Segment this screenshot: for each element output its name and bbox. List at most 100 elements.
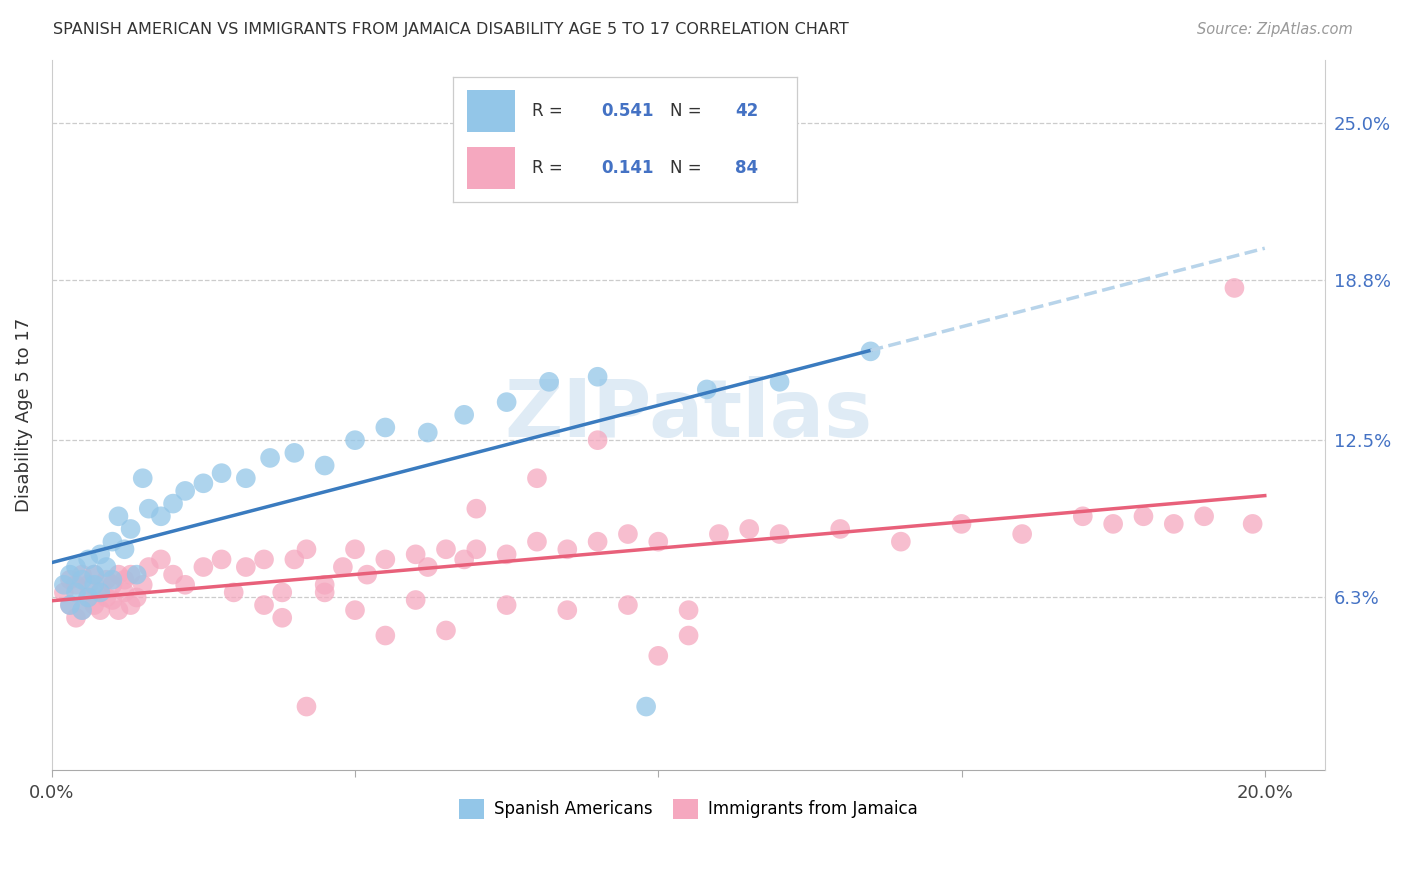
Point	[1132, 509, 1154, 524]
Point	[65, 585, 87, 599]
Point	[405, 547, 427, 561]
Point	[132, 578, 155, 592]
Point	[678, 603, 700, 617]
Point	[495, 547, 517, 561]
Point	[465, 501, 488, 516]
Point	[768, 375, 790, 389]
Point	[465, 542, 488, 557]
Point	[211, 552, 233, 566]
Point	[555, 603, 578, 617]
Point	[59, 573, 82, 587]
Point	[356, 567, 378, 582]
Point	[101, 578, 124, 592]
Point	[647, 534, 669, 549]
Point	[120, 567, 142, 582]
Point	[738, 522, 761, 536]
Point	[96, 573, 118, 587]
Point	[77, 591, 100, 605]
Point	[89, 547, 111, 561]
Point	[107, 509, 129, 524]
Point	[495, 598, 517, 612]
Point	[434, 624, 457, 638]
Point	[636, 699, 658, 714]
Point	[617, 527, 640, 541]
Point	[107, 603, 129, 617]
Point	[586, 534, 609, 549]
Point	[259, 450, 281, 465]
Point	[271, 585, 294, 599]
Point	[114, 542, 136, 557]
Point	[707, 527, 730, 541]
Y-axis label: Disability Age 5 to 17: Disability Age 5 to 17	[15, 318, 32, 512]
Point	[125, 567, 148, 582]
Point	[107, 567, 129, 582]
Point	[70, 603, 93, 617]
Point	[83, 578, 105, 592]
Point	[70, 567, 93, 582]
Point	[235, 560, 257, 574]
Point	[1163, 516, 1185, 531]
Text: ZIPatlas: ZIPatlas	[505, 376, 873, 454]
Point	[314, 578, 336, 592]
Point	[59, 567, 82, 582]
Point	[295, 699, 318, 714]
Point	[114, 573, 136, 587]
Point	[174, 483, 197, 498]
Point	[768, 527, 790, 541]
Point	[101, 593, 124, 607]
Point	[162, 567, 184, 582]
Point	[83, 598, 105, 612]
Point	[1192, 509, 1215, 524]
Point	[617, 598, 640, 612]
Point	[253, 552, 276, 566]
Text: Source: ZipAtlas.com: Source: ZipAtlas.com	[1197, 22, 1353, 37]
Point	[495, 395, 517, 409]
Point	[696, 383, 718, 397]
Point	[138, 501, 160, 516]
Point	[538, 375, 561, 389]
Point	[332, 560, 354, 574]
Point	[555, 542, 578, 557]
Point	[193, 476, 215, 491]
Text: SPANISH AMERICAN VS IMMIGRANTS FROM JAMAICA DISABILITY AGE 5 TO 17 CORRELATION C: SPANISH AMERICAN VS IMMIGRANTS FROM JAMA…	[53, 22, 849, 37]
Point	[89, 585, 111, 599]
Point	[271, 611, 294, 625]
Point	[162, 497, 184, 511]
Point	[120, 522, 142, 536]
Point	[149, 552, 172, 566]
Point	[830, 522, 852, 536]
Point	[374, 628, 396, 642]
Point	[211, 466, 233, 480]
Point	[678, 628, 700, 642]
Point	[859, 344, 882, 359]
Point	[77, 578, 100, 592]
Point	[453, 408, 475, 422]
Point	[235, 471, 257, 485]
Point	[96, 560, 118, 574]
Point	[70, 603, 93, 617]
Point	[253, 598, 276, 612]
Legend: Spanish Americans, Immigrants from Jamaica: Spanish Americans, Immigrants from Jamai…	[453, 792, 924, 826]
Point	[647, 648, 669, 663]
Point	[1223, 281, 1246, 295]
Point	[114, 585, 136, 599]
Point	[434, 542, 457, 557]
Point	[89, 585, 111, 599]
Point	[343, 433, 366, 447]
Point	[586, 433, 609, 447]
Point	[890, 534, 912, 549]
Point	[283, 446, 305, 460]
Point	[149, 509, 172, 524]
Point	[52, 585, 75, 599]
Point	[125, 591, 148, 605]
Point	[453, 552, 475, 566]
Point	[343, 542, 366, 557]
Point	[101, 534, 124, 549]
Point	[950, 516, 973, 531]
Point	[59, 598, 82, 612]
Point	[77, 591, 100, 605]
Point	[65, 560, 87, 574]
Point	[374, 552, 396, 566]
Point	[89, 603, 111, 617]
Point	[138, 560, 160, 574]
